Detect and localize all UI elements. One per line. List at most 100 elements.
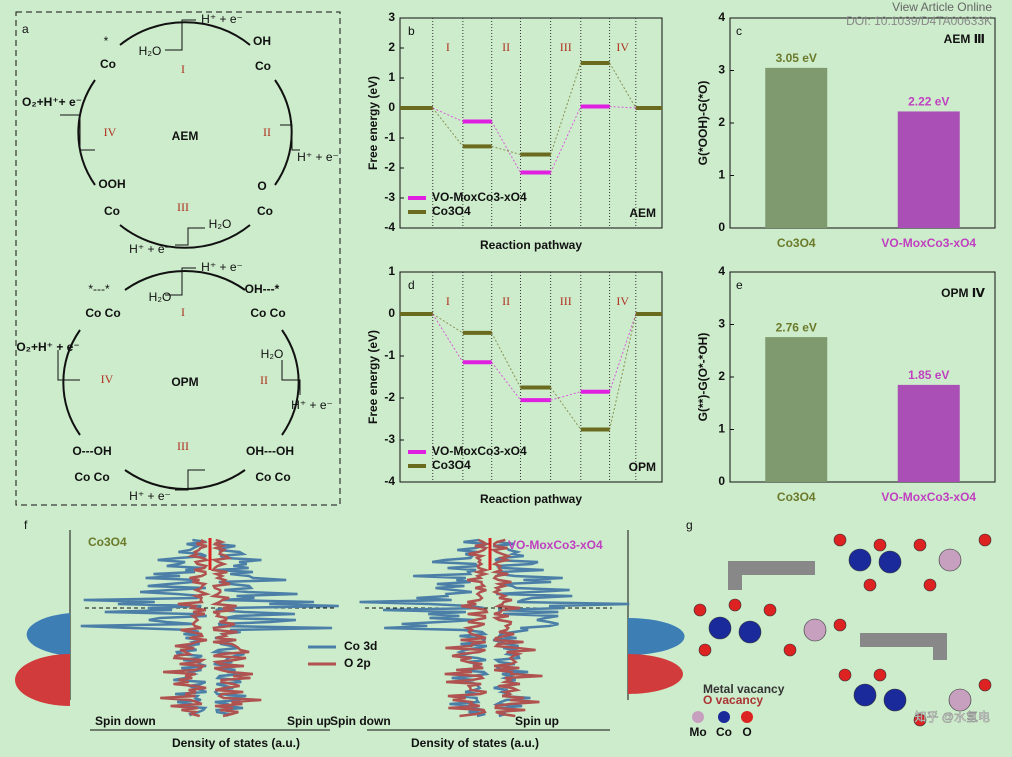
step-label: III	[177, 200, 189, 214]
connector	[491, 332, 521, 388]
y-tick-label: 2	[388, 40, 395, 54]
y-tick-label: -2	[384, 390, 395, 404]
intermediate-label: O₂+H⁺ + e⁻	[16, 340, 79, 354]
spin-label: Spin down	[330, 714, 391, 728]
connector	[432, 107, 464, 147]
atom	[783, 643, 797, 657]
step-label: II	[263, 125, 271, 139]
y-tick-label: 2	[718, 369, 725, 383]
g-arrows	[728, 561, 947, 660]
atom	[803, 618, 827, 642]
dos-curve	[209, 538, 262, 718]
intermediate-label: Co	[257, 204, 273, 218]
intermediate-label: *---*	[88, 282, 110, 296]
y-axis-label: Free energy (eV)	[366, 76, 380, 170]
atom	[878, 550, 902, 574]
y-tick-label: -2	[384, 160, 395, 174]
intermediate-label: O₂+H⁺+ e⁻	[22, 95, 82, 109]
reaction-arrows	[57, 19, 301, 491]
intermediate-label: H⁺ + e⁻	[201, 260, 243, 274]
y-tick-label: 1	[718, 168, 725, 182]
connector	[550, 387, 582, 430]
panel-label: c	[736, 24, 742, 38]
bar	[897, 111, 960, 228]
intermediate-label: H₂O	[209, 217, 232, 231]
atom-label: Co	[716, 725, 732, 739]
spin-label: Spin up	[287, 714, 331, 728]
legend-label: VO-MoxCo3-xO4	[432, 190, 527, 204]
watermark: 知乎 @水氢电	[914, 709, 990, 724]
intermediate-label: H⁺ + e⁻	[129, 489, 171, 503]
atom-swatch	[718, 711, 730, 723]
panel-label: b	[408, 24, 415, 38]
x-tick-label: VO-MoxCo3-xO4	[881, 490, 976, 504]
x-tick-label: VO-MoxCo3-xO4	[881, 236, 976, 250]
intermediate-label: H₂O	[261, 347, 284, 361]
legend-label: O vacancy	[703, 693, 763, 707]
atom	[848, 548, 872, 572]
value-label: 1.85 eV	[908, 368, 949, 382]
intermediate-label: OOH	[98, 177, 125, 191]
connector	[550, 62, 582, 155]
intermediate-label: OPM	[171, 375, 198, 389]
atom-swatch	[741, 711, 753, 723]
plot-frame	[399, 17, 663, 229]
atom	[698, 643, 712, 657]
intermediate-label: Co Co	[250, 306, 285, 320]
panel-label: g	[686, 518, 693, 532]
y-tick-label: 4	[718, 264, 725, 278]
intermediate-label: H⁺ + e⁻	[297, 150, 339, 164]
intermediate-label: H₂O	[149, 290, 172, 304]
x-tick-label: Co3O4	[777, 490, 816, 504]
annotation: OPM	[629, 460, 656, 474]
legend-label: O 2p	[344, 656, 371, 670]
dos-curve	[210, 539, 339, 717]
spin-band-up	[628, 618, 685, 655]
y-tick-label: 3	[718, 317, 725, 331]
annotation: AEM	[629, 206, 656, 220]
step-label: IV	[104, 125, 117, 139]
stage-label: I	[446, 40, 450, 54]
intermediate-label: H⁺ + e⁻	[129, 242, 171, 256]
y-tick-label: 2	[718, 115, 725, 129]
y-tick-label: 0	[718, 474, 725, 488]
intermediate-label: Co Co	[255, 470, 290, 484]
y-tick-label: -4	[384, 474, 395, 488]
cycle-arrows	[62, 21, 300, 490]
atom	[913, 713, 927, 727]
dos-curve	[160, 538, 212, 718]
y-tick-label: 3	[718, 63, 725, 77]
atom	[833, 618, 847, 632]
spin-label: Spin up	[515, 714, 559, 728]
x-axis-label: Density of states (a.u.)	[411, 736, 539, 750]
stage-label: IV	[616, 40, 629, 54]
atom	[863, 578, 877, 592]
intermediate-label: H⁺ + e⁻	[291, 398, 333, 412]
plot-frame	[399, 271, 663, 483]
connector	[550, 106, 582, 173]
step-label: II	[260, 373, 268, 387]
y-axis-label: G(**)-G(O*-*OH)	[696, 333, 710, 422]
y-axis-label: G(*OOH)-G(*O)	[696, 81, 710, 166]
panel-label: d	[408, 278, 415, 292]
y-tick-label: 1	[388, 264, 395, 278]
connector	[491, 145, 521, 155]
atom	[738, 620, 762, 644]
intermediate-label: OH---OH	[246, 444, 294, 458]
spin-label: Spin down	[95, 714, 156, 728]
value-label: 2.76 eV	[776, 320, 817, 334]
intermediate-label: OH	[253, 34, 271, 48]
connector	[550, 391, 581, 401]
connector	[609, 106, 636, 109]
spin-band-down	[15, 654, 70, 706]
intermediate-label: Co	[104, 204, 120, 218]
chart-title: AEM Ⅲ	[944, 32, 985, 46]
atom	[873, 668, 887, 682]
watermark: View Article Online	[892, 0, 992, 14]
x-axis-label: Reaction pathway	[480, 238, 582, 252]
intermediate-label: Co	[100, 57, 116, 71]
legend-label: VO-MoxCo3-xO4	[432, 444, 527, 458]
atom-label: Mo	[689, 725, 706, 739]
step-label: I	[181, 62, 185, 76]
